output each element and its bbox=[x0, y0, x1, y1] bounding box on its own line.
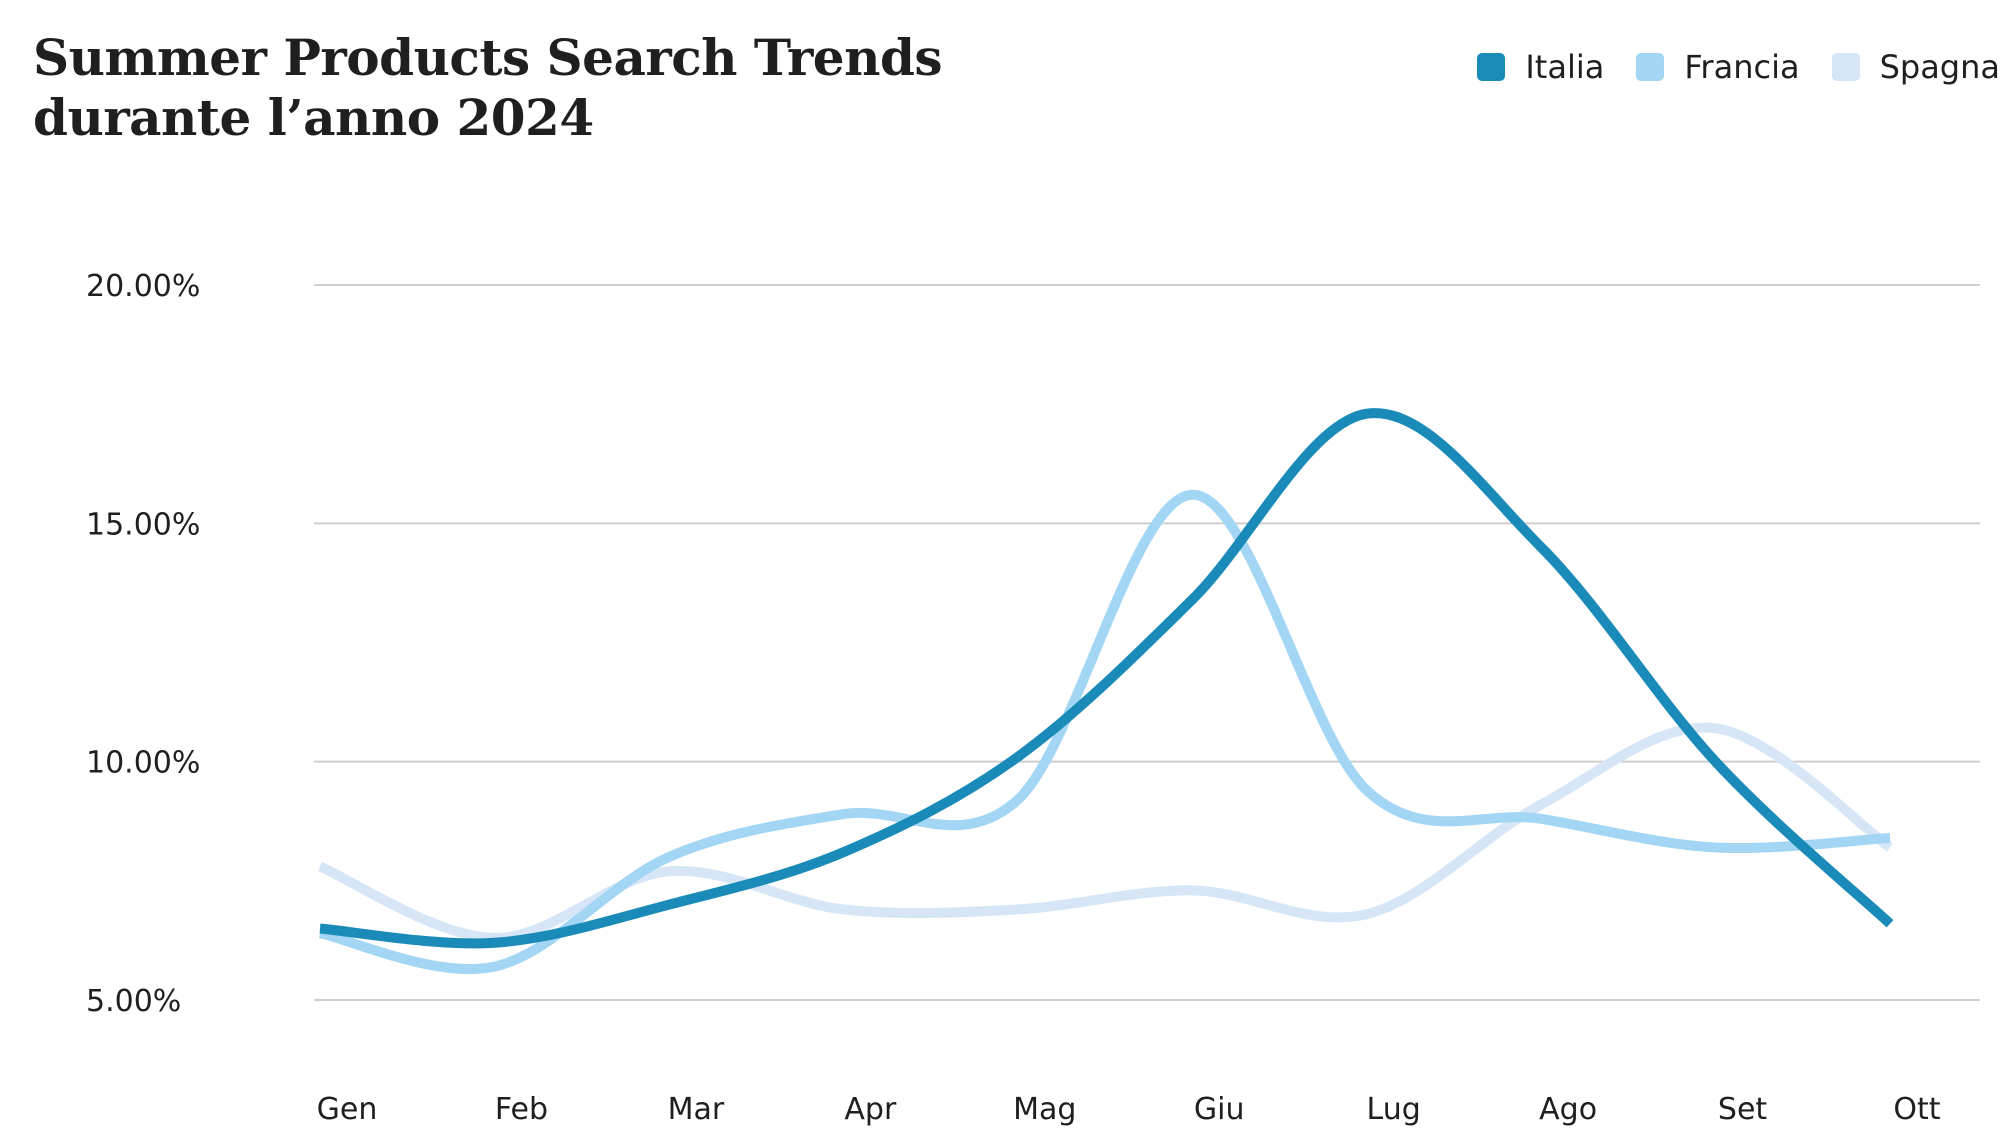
y-tick-label: 15.00% bbox=[86, 507, 200, 542]
legend-label: Italia bbox=[1525, 48, 1605, 86]
x-tick-label: Ago bbox=[1539, 1092, 1597, 1127]
legend-item: Spagna bbox=[1831, 48, 2000, 86]
x-tick-label: Apr bbox=[844, 1092, 897, 1127]
x-tick-label: Mar bbox=[668, 1092, 725, 1127]
x-tick-label: Giu bbox=[1194, 1092, 1245, 1127]
legend-label: Francia bbox=[1684, 48, 1800, 86]
legend-swatch bbox=[1636, 53, 1665, 81]
grid-lines bbox=[314, 284, 1980, 1001]
series-line-italia bbox=[319, 408, 1894, 949]
chart-title: Summer Products Search Trends durante l’… bbox=[33, 28, 943, 148]
legend-label: Spagna bbox=[1879, 48, 2000, 86]
legend-swatch bbox=[1477, 53, 1506, 81]
legend-swatch bbox=[1831, 53, 1860, 81]
legend: Italia Francia Spagna bbox=[1477, 48, 2000, 86]
series-lines bbox=[318, 408, 1894, 975]
series-line-francia bbox=[318, 489, 1891, 975]
series-line-spagna bbox=[318, 722, 1893, 944]
x-tick-label: Feb bbox=[495, 1092, 548, 1127]
x-tick-label: Gen bbox=[317, 1092, 378, 1127]
legend-item: Francia bbox=[1636, 48, 1800, 86]
y-axis-ticks: 5.00% 10.00% 15.00% 20.00% bbox=[86, 269, 200, 1019]
title-line: Summer Products Search Trends bbox=[33, 28, 943, 87]
x-tick-label: Lug bbox=[1367, 1092, 1421, 1127]
y-tick-label: 20.00% bbox=[86, 269, 200, 304]
x-axis-ticks: Gen Feb Mar Apr Mag Giu Lug Ago Set Ott bbox=[317, 1092, 1941, 1127]
y-tick-label: 5.00% bbox=[86, 984, 181, 1019]
x-tick-label: Mag bbox=[1013, 1092, 1076, 1127]
x-tick-label: Set bbox=[1718, 1092, 1768, 1127]
subtitle-line: durante l’anno 2024 bbox=[33, 88, 594, 147]
y-tick-label: 10.00% bbox=[86, 746, 200, 781]
legend-item: Italia bbox=[1477, 48, 1604, 86]
x-tick-label: Ott bbox=[1893, 1092, 1940, 1127]
